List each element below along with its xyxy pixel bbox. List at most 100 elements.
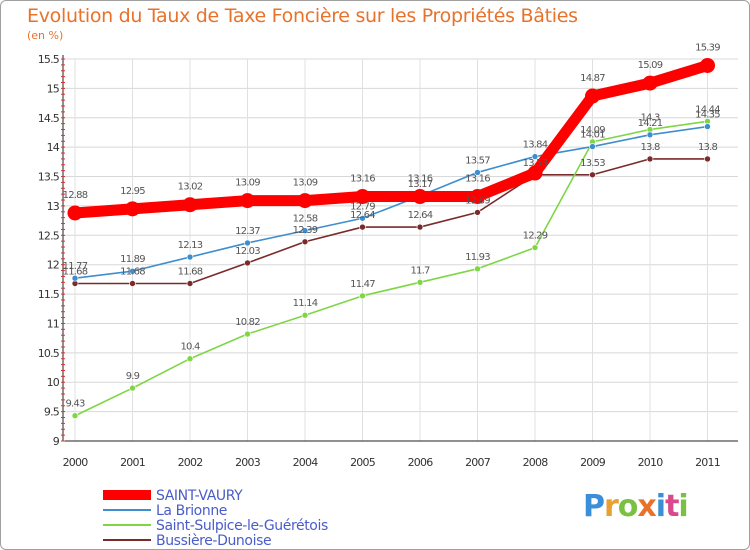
data-label: 11.77 bbox=[63, 261, 88, 272]
data-point bbox=[416, 279, 424, 286]
y-tick-label: 14.5 bbox=[38, 112, 60, 125]
data-label: 11.47 bbox=[350, 279, 375, 290]
data-point bbox=[244, 259, 251, 267]
data-point bbox=[700, 57, 715, 73]
data-label: 14.09 bbox=[580, 125, 605, 136]
data-point bbox=[129, 267, 136, 275]
data-label: 13.17 bbox=[408, 179, 433, 190]
data-point bbox=[355, 189, 370, 205]
data-label: 13.02 bbox=[178, 182, 203, 193]
logo-letter: r bbox=[604, 489, 619, 524]
data-point bbox=[412, 189, 428, 205]
data-point bbox=[704, 155, 711, 163]
data-point bbox=[646, 131, 654, 139]
chart-title: Evolution du Taux de Taxe Foncière sur l… bbox=[27, 5, 578, 27]
data-point bbox=[359, 214, 366, 222]
data-point bbox=[474, 209, 481, 216]
data-label: 13.09 bbox=[235, 178, 260, 189]
data-label: 13.16 bbox=[465, 174, 490, 185]
data-point bbox=[301, 227, 309, 234]
data-point bbox=[244, 239, 251, 247]
x-tick-label: 2004 bbox=[293, 456, 319, 469]
data-point bbox=[129, 280, 136, 287]
data-label: 13.16 bbox=[408, 174, 433, 185]
x-tick-label: 2005 bbox=[350, 456, 376, 469]
axes: 9 9.5 10 10.5 11 11.5 12 12.5 13 13.5 14 14.5 15 15.5… bbox=[38, 53, 738, 469]
data-label: 11.93 bbox=[465, 252, 490, 263]
data-label: 12.37 bbox=[235, 226, 260, 237]
y-tick-label: 14 bbox=[47, 141, 60, 154]
data-point bbox=[71, 412, 79, 420]
data-label: 10.82 bbox=[235, 317, 260, 328]
data-point bbox=[531, 153, 539, 160]
data-label: 12.13 bbox=[178, 240, 203, 251]
data-label: 9.43 bbox=[65, 399, 85, 410]
data-point bbox=[71, 274, 79, 282]
proxiti-logo: Proxiti bbox=[583, 489, 689, 524]
data-label: 11.68 bbox=[178, 266, 203, 277]
data-label: 14.3 bbox=[640, 113, 660, 124]
data-label: 13.8 bbox=[640, 142, 660, 153]
data-point bbox=[186, 355, 194, 363]
data-label: 13.8 bbox=[698, 142, 718, 153]
data-point bbox=[67, 205, 83, 221]
logo-letter: o bbox=[617, 489, 639, 524]
data-point bbox=[359, 223, 366, 231]
data-label: 13.84 bbox=[523, 140, 548, 151]
data-label: 13.53 bbox=[523, 158, 548, 169]
logo-letter: x bbox=[637, 489, 656, 524]
y-tick-label: 12.5 bbox=[38, 229, 60, 242]
series-0 bbox=[67, 57, 715, 221]
legend-label: Saint-Sulpice-le-Guérétois bbox=[156, 518, 328, 534]
x-tick-label: 2006 bbox=[408, 456, 434, 469]
series-layer bbox=[67, 57, 715, 420]
data-point bbox=[297, 193, 313, 209]
data-label: 14.44 bbox=[695, 104, 720, 115]
data-point bbox=[359, 292, 366, 300]
data-point bbox=[182, 197, 198, 213]
legend-label: SAINT-VAURY bbox=[156, 488, 243, 504]
data-label: 13.16 bbox=[350, 174, 375, 185]
data-point bbox=[585, 88, 600, 104]
legend-label: Bussière-Dunoise bbox=[156, 533, 271, 549]
data-point bbox=[301, 238, 309, 246]
data-label: 12.88 bbox=[63, 190, 88, 201]
x-tick-label: 2003 bbox=[235, 456, 261, 469]
data-label: 11.68 bbox=[120, 266, 145, 277]
data-label: 14.01 bbox=[580, 130, 605, 141]
data-point bbox=[531, 244, 539, 251]
data-label: 13.57 bbox=[465, 155, 490, 166]
y-tick-label: 9.5 bbox=[44, 406, 60, 419]
data-label: 12.64 bbox=[408, 210, 433, 221]
y-tick-label: 15 bbox=[47, 82, 60, 95]
series-line bbox=[74, 120, 709, 417]
y-tick-label: 10.5 bbox=[38, 347, 60, 360]
x-tick-label: 2002 bbox=[178, 456, 203, 469]
series-line bbox=[74, 125, 709, 280]
data-point bbox=[416, 223, 424, 231]
logo-letter: i bbox=[655, 489, 666, 524]
data-point bbox=[527, 165, 543, 181]
data-label: 15.09 bbox=[638, 60, 663, 71]
data-point bbox=[301, 311, 309, 319]
data-label: 14.21 bbox=[638, 118, 663, 129]
series-3 bbox=[71, 155, 711, 287]
data-label: 15.39 bbox=[695, 42, 720, 53]
data-point bbox=[474, 169, 481, 176]
logo-letter: t bbox=[665, 489, 679, 524]
y-tick-label: 13.5 bbox=[38, 171, 60, 184]
series-line bbox=[69, 59, 713, 219]
y-tick-label: 13 bbox=[47, 200, 60, 213]
data-point bbox=[129, 384, 136, 392]
x-tick-label: 2007 bbox=[465, 456, 491, 469]
legend-label: La Brionne bbox=[156, 503, 227, 519]
x-tick-label: 2010 bbox=[638, 456, 664, 469]
series-line bbox=[74, 158, 709, 285]
logo-letter: i bbox=[678, 489, 688, 524]
data-labels-layer: 12.88 12.95 13.02 13.09 13.09 13.16 13.16 13.16… bbox=[63, 42, 721, 409]
data-label: 13.53 bbox=[580, 158, 605, 169]
data-label: 11.14 bbox=[293, 298, 318, 309]
data-point bbox=[642, 75, 658, 91]
x-tick-label: 2000 bbox=[63, 456, 89, 469]
